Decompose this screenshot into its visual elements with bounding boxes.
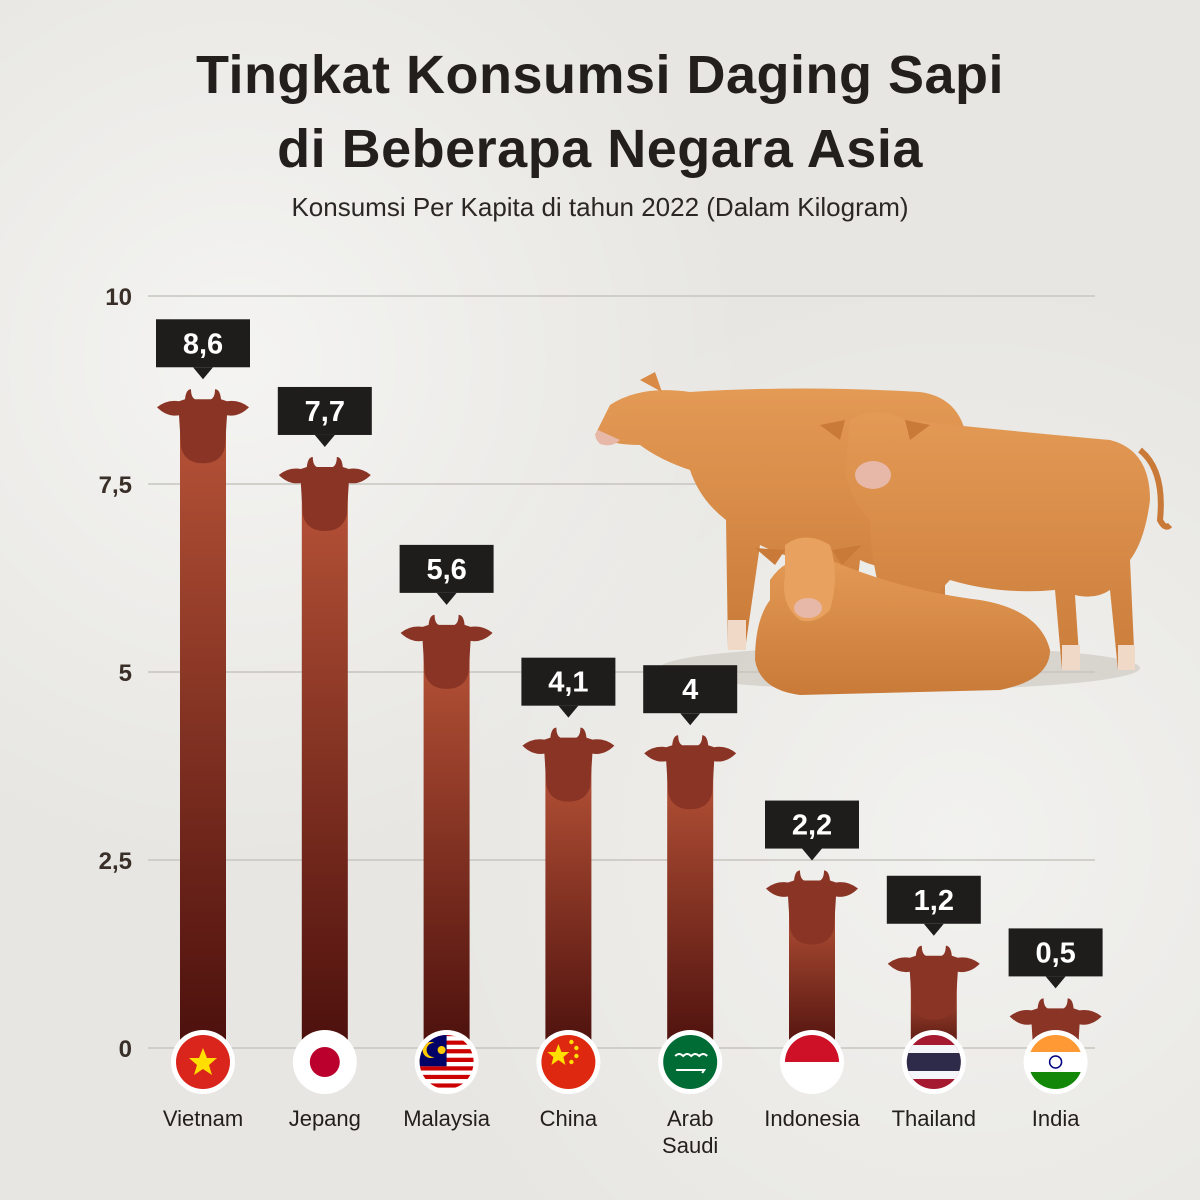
value-label-arab-saudi: 4 [643,665,738,726]
cow-head-icon [157,389,249,464]
y-tick-label: 2,5 [99,848,132,875]
chart-title-line1: Tingkat Konsumsi Daging Sapi [195,45,1005,105]
china-flag-icon [536,1030,601,1094]
category-label-malaysia: Malaysia [403,1106,491,1131]
bar-china [545,759,592,1058]
value-label-china: 4,1 [521,657,616,718]
value-text: 0,5 [1035,937,1075,969]
y-tick-label: 10 [105,284,132,311]
y-tick-label: 0 [119,1036,132,1063]
category-label-thailand: Thailand [892,1106,976,1131]
cow-head-icon [887,945,980,1020]
value-label-vietnam: 8,6 [156,319,250,380]
saudi-arabia-flag-icon [658,1030,723,1094]
category-label-jepang: Jepang [289,1106,361,1131]
cow-head-icon [400,614,493,689]
category-label-china: China [540,1106,598,1131]
cow-head-icon [278,456,371,531]
value-labels: 8,6 7,7 5,6 4,1 4 2,2 1,2 0,5 [156,319,1103,989]
value-text: 2,2 [792,810,832,842]
bar-jepang [301,488,348,1059]
value-text: 5,6 [426,554,466,586]
y-axis-ticks: 0 2,5 5 7,5 10 [99,284,132,1063]
bar-vietnam [180,421,226,1058]
value-text: 4,1 [548,667,588,699]
cow-head-icon [766,870,858,945]
japan-flag-icon [292,1030,357,1094]
bar-arab-saudi [667,767,714,1058]
y-tick-label: 7,5 [99,472,132,499]
value-label-india: 0,5 [1008,928,1103,989]
cow-head-icon [644,735,737,810]
category-label-india: India [1032,1106,1080,1131]
cow-head-icon [522,727,615,802]
lying-calf [755,537,1050,695]
vietnam-flag-icon [171,1030,235,1094]
malaysia-flag-icon [414,1030,479,1094]
india-flag-icon [1023,1030,1088,1094]
value-text: 1,2 [914,885,954,917]
value-text: 4 [682,674,698,706]
category-label-vietnam: Vietnam [163,1106,243,1131]
value-label-thailand: 1,2 [886,875,981,936]
category-label-indonesia: Indonesia [764,1106,860,1131]
chart-subtitle: Konsumsi Per Kapita di tahun 2022 (Dalam… [291,192,909,222]
bar-malaysia [423,646,470,1058]
category-label-arab-saudi: Arab Saudi [662,1106,718,1158]
value-text: 8,6 [183,328,223,360]
thailand-flag-icon [901,1030,966,1094]
flags [171,1030,1088,1094]
value-label-jepang: 7,7 [277,386,372,447]
bars [157,389,1102,1073]
indonesia-flag-icon [780,1030,844,1094]
value-text: 7,7 [305,396,345,428]
value-label-malaysia: 5,6 [399,544,494,605]
chart-title-line2: di Beberapa Negara Asia [277,119,923,179]
cows-illustration [595,372,1173,695]
category-labels: Vietnam Jepang Malaysia China Arab Saudi Indon… [163,1106,1080,1158]
y-tick-label: 5 [119,660,132,687]
value-label-indonesia: 2,2 [765,800,859,861]
